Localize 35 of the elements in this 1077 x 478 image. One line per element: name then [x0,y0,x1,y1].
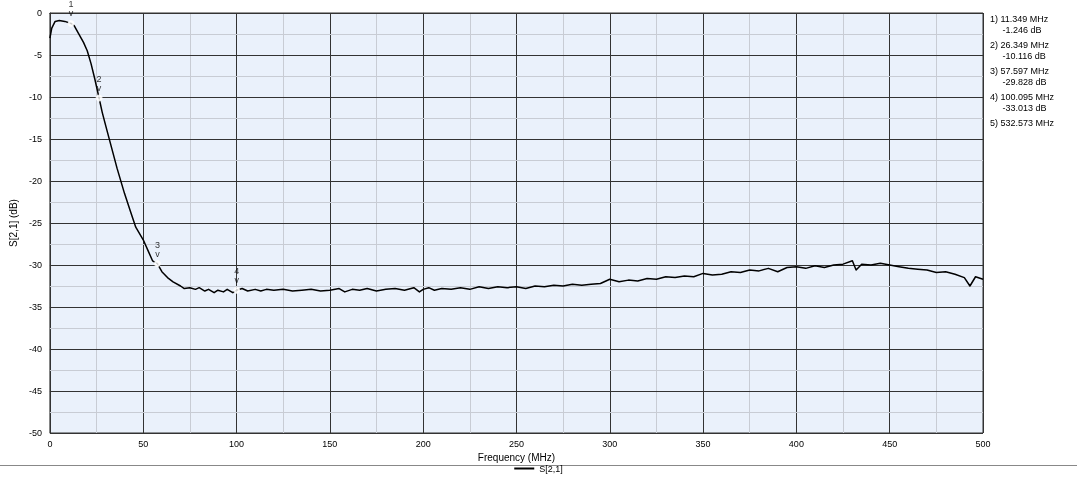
y-tick-label: 0 [36,8,42,18]
x-tick-label: 100 [229,438,245,449]
text: 1) 11.349 MHz -1.246 dB [990,13,1049,35]
x-tick-label: 350 [695,438,711,449]
y-tick-label: -35 [28,302,42,312]
text: 2) 26.349 MHz -10.116 dB [990,39,1050,61]
line-series [49,19,984,294]
y-tick-label: -30 [28,260,42,270]
y-tick-label: -20 [28,176,42,186]
annotation: 1 v [68,0,74,19]
x-tick-label: 450 [882,438,898,449]
x-tick-label: 400 [788,438,804,449]
annotation: 3 v [154,239,161,259]
x-tick-label: 250 [508,438,524,449]
y-tick-label: -45 [28,386,42,396]
x-tick-label: 0 [47,438,53,449]
text: 4) 100.095 MHz -33.013 dB [990,91,1055,113]
y-tick-label: -50 [28,428,42,438]
text: 3) 57.597 MHz -29.828 dB [990,65,1050,87]
legend-label: S[2,1] [539,463,563,474]
y-tick-label: -15 [28,134,42,144]
y-tick-label: -25 [28,218,42,228]
y-axis-title: S[2,1] (dB) [7,199,19,247]
x-tick-label: 300 [602,438,618,449]
x-tick-label: 200 [415,438,431,449]
x-axis-title: Frequency (MHz) [477,452,556,464]
annotation: 4 v [234,266,240,286]
x-tick-label: 150 [322,438,338,449]
y-tick-label: -40 [28,344,42,354]
y-tick-label: -5 [33,50,42,60]
text: 5) 532.573 MHz [990,117,1055,128]
annotation: 2 v [96,73,102,93]
x-tick-label: 50 [138,438,149,449]
y-tick-label: -10 [28,92,42,102]
x-tick-label: 500 [975,438,991,449]
